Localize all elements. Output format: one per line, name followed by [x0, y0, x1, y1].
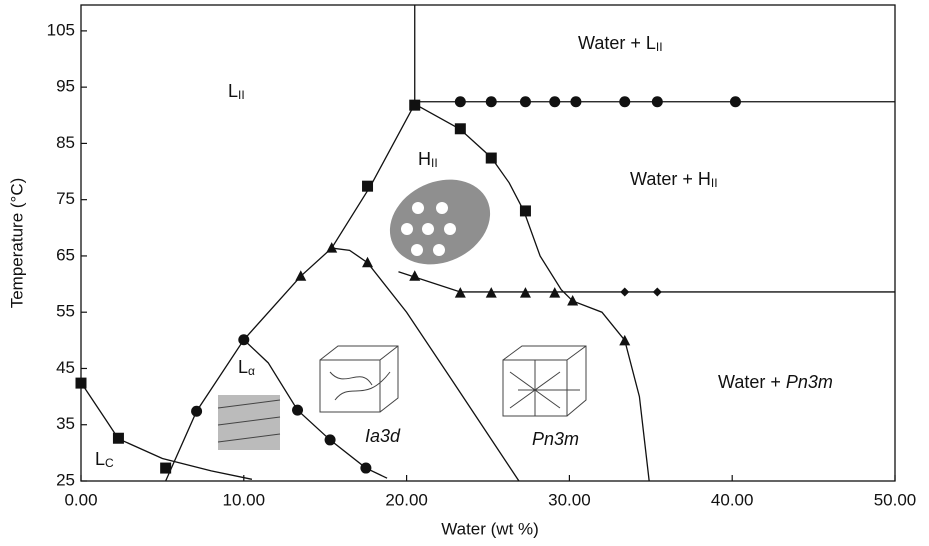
circle-marker: [486, 96, 497, 107]
triangle-marker: [326, 242, 337, 253]
x-axis-label: Water (wt %): [441, 519, 539, 538]
square-marker: [113, 433, 124, 444]
circle-marker: [652, 96, 663, 107]
circle-marker: [549, 96, 560, 107]
phase-label-italic: Pn3m: [786, 372, 833, 392]
circle-marker: [325, 434, 336, 445]
phase-label-text: L: [95, 449, 105, 469]
phase-label-subscript: II: [711, 176, 718, 190]
circle-marker: [520, 96, 531, 107]
triangle-marker: [362, 257, 373, 268]
circle-marker: [455, 96, 466, 107]
x-tick-label: 0.00: [64, 490, 97, 509]
y-tick-label: 105: [47, 20, 75, 39]
x-tick-label: 20.00: [385, 490, 428, 509]
y-tick-label: 25: [56, 470, 75, 489]
phase-label: Pn3m: [532, 429, 579, 449]
x-tick-label: 10.00: [223, 490, 266, 509]
phase-label-text: L: [228, 81, 238, 101]
square-marker: [455, 123, 466, 134]
square-marker: [409, 100, 420, 111]
x-tick-label: 50.00: [874, 490, 917, 509]
y-axis-label: Temperature (°C): [7, 178, 26, 309]
circle-marker: [730, 96, 741, 107]
y-tick-label: 35: [56, 414, 75, 433]
phase-label-subscript: C: [105, 456, 114, 470]
y-tick-label: 55: [56, 302, 75, 321]
y-tick-label: 85: [56, 133, 75, 152]
x-tick-label: 30.00: [548, 490, 591, 509]
phase-label: LC: [95, 449, 114, 470]
phase-label: Ia3d: [365, 426, 401, 446]
y-tick-label: 75: [56, 189, 75, 208]
phase-label: LII: [228, 81, 245, 102]
phase-label-text: Water + L: [578, 33, 656, 53]
hexagonal-sketch: [376, 164, 504, 280]
phase-label-text: Water +: [718, 372, 786, 392]
ia3d-cube-sketch: [320, 346, 398, 412]
phase-label: Water + HII: [630, 169, 718, 190]
diamond-marker: [653, 287, 662, 296]
square-marker: [520, 205, 531, 216]
circle-marker: [360, 463, 371, 474]
phase-label: HII: [418, 149, 438, 170]
plot-frame: [81, 5, 895, 481]
phase-label-subscript: II: [238, 88, 245, 102]
phase-label-italic: Ia3d: [365, 426, 401, 446]
square-marker: [362, 181, 373, 192]
triangle-marker: [295, 270, 306, 281]
square-marker: [486, 153, 497, 164]
phase-label-text: H: [418, 149, 431, 169]
phase-label: Water + LII: [578, 33, 663, 54]
phase-label-subscript: α: [248, 364, 255, 378]
circle-marker: [570, 96, 581, 107]
phase-label-text: L: [238, 357, 248, 377]
phase-boundary: [332, 248, 519, 481]
phase-boundary: [166, 104, 415, 481]
square-marker: [160, 463, 171, 474]
square-marker: [76, 378, 87, 389]
circle-marker: [191, 406, 202, 417]
circle-marker: [292, 405, 303, 416]
chart: Water (wt %) Temperature (°C) 0.00 10.00 2…: [0, 0, 929, 546]
phase-label-subscript: II: [656, 40, 663, 54]
phase-label-italic: Pn3m: [532, 429, 579, 449]
lamellar-sketch: [218, 395, 280, 450]
circle-marker: [238, 334, 249, 345]
pn3m-cube-sketch: [503, 346, 586, 416]
phase-label: Water + Pn3m: [718, 372, 833, 392]
phase-label: Lα: [238, 357, 255, 378]
y-tick-label: 95: [56, 77, 75, 96]
diamond-marker: [620, 287, 629, 296]
y-tick-label: 65: [56, 245, 75, 264]
circle-marker: [619, 96, 630, 107]
phase-label-text: Water + H: [630, 169, 711, 189]
y-tick-label: 45: [56, 358, 75, 377]
phase-label-subscript: II: [431, 156, 438, 170]
x-tick-label: 40.00: [711, 490, 754, 509]
phase-boundary: [398, 272, 895, 292]
